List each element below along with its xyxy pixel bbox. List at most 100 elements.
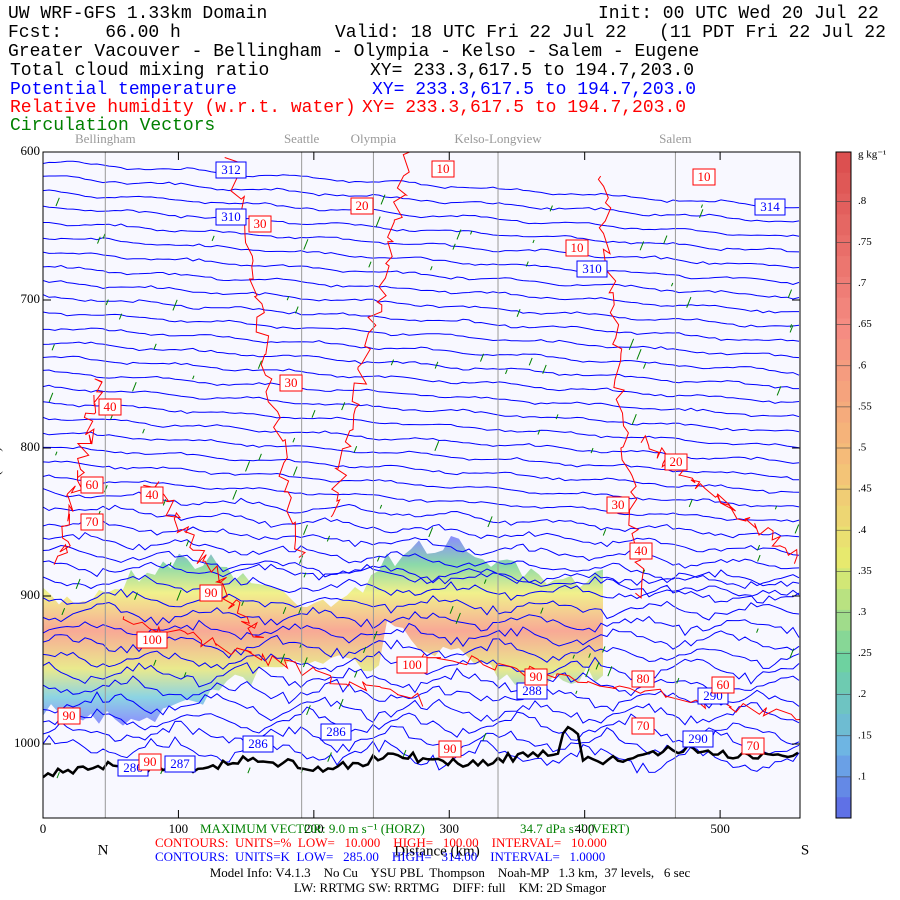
contour-label-box: [215, 208, 247, 226]
circulation-vector: [142, 428, 145, 434]
colorbar-band: [836, 256, 851, 278]
field-xy: XY= 233.3,617.5 to 194.7,203.0: [362, 98, 686, 118]
x-tick-label: 100: [169, 821, 189, 836]
circulation-vector: [787, 289, 793, 299]
colorbar-tick-label: .7: [858, 277, 867, 289]
contour-label-box: [98, 398, 122, 416]
circulation-vector: [293, 466, 298, 476]
colorbar-tick-label: .8: [858, 195, 867, 207]
circulation-vector: [794, 524, 800, 534]
north-label: N: [98, 842, 109, 858]
contour-label-box: [631, 670, 655, 688]
circulation-vector: [286, 296, 290, 301]
x-tick-label: 0: [40, 821, 47, 836]
circulation-vector: [298, 607, 302, 614]
circulation-vector: [572, 654, 575, 659]
circulation-vector: [97, 236, 101, 244]
contour-label-box: [438, 740, 462, 758]
circulation-vector: [153, 343, 157, 350]
circulation-vector: [75, 578, 81, 590]
circulation-vector: [789, 648, 795, 659]
circulation-vector: [452, 243, 456, 250]
circulation-vector: [528, 357, 533, 366]
colorbar-band: [836, 172, 851, 195]
circulation-vector: [327, 752, 332, 762]
footer-text: Model Info: V4.1.3 No Cu YSU PBL Thompso…: [210, 865, 691, 880]
circulation-vector: [628, 338, 635, 350]
contour-label-box: [80, 476, 104, 494]
rh-contour: [597, 175, 645, 599]
colorbar-tick-label: .65: [858, 318, 872, 330]
circulation-vector: [362, 646, 367, 653]
contour-label-box: [80, 513, 104, 531]
circulation-vector: [390, 359, 395, 366]
contour-label-box: [350, 197, 374, 215]
theta-contour: [43, 734, 800, 774]
circulation-vector: [306, 705, 311, 715]
circulation-vector: [258, 453, 262, 461]
footer-text: 34.7 dPa s⁻¹ (VERT): [520, 821, 630, 836]
theta-contour: [43, 619, 800, 652]
y-tick-label: 900: [21, 587, 41, 602]
colorbar-band: [836, 235, 851, 257]
contour-label: 312: [221, 162, 241, 177]
circulation-vector: [105, 299, 109, 306]
field-name: Total cloud mixing ratio: [10, 61, 269, 81]
contour-label: 10: [698, 169, 711, 184]
forecast-hour: Fcst: 66.00 h: [8, 23, 181, 43]
circulation-vector: [303, 239, 309, 250]
contour-label-box: [279, 374, 303, 392]
contour-label: 314: [760, 199, 780, 214]
contour-label: 70: [747, 738, 760, 753]
theta-contour: [43, 160, 800, 209]
valid-time: Valid: 18 UTC Fri 22 Jul 22 (11 PDT Fri …: [335, 23, 900, 43]
colorbar-band: [836, 609, 851, 632]
circulation-vector: [789, 325, 794, 333]
theta-contour: [43, 327, 800, 376]
y-axis-label: Pressure (hPa): [0, 447, 3, 522]
contour-label-box: [320, 723, 352, 741]
x-tick-label: 200: [304, 821, 324, 836]
colorbar-band: [836, 526, 851, 548]
field-name: Circulation Vectors: [10, 116, 215, 136]
footer-text: MAXIMUM VECTOR: 9.0 m s⁻¹ (HORZ): [200, 821, 425, 836]
contour-label: 90: [530, 669, 543, 684]
colorbar-tick-label: .15: [858, 729, 872, 741]
circulation-vector: [776, 386, 782, 396]
contour-label: 90: [63, 708, 76, 723]
circulation-vector: [479, 353, 485, 362]
theta-contour: [43, 189, 800, 237]
circulation-vector: [282, 607, 287, 615]
circulation-vector: [326, 535, 331, 542]
x-axis-label: Distance (km): [394, 843, 479, 859]
circulation-vector: [245, 461, 251, 472]
circulation-vector: [756, 628, 759, 633]
circulation-vector: [470, 230, 473, 235]
circulation-vector: [402, 749, 407, 758]
y-tick-label: 1000: [14, 735, 40, 750]
title: UW WRF-GFS 1.33km Domain: [8, 4, 267, 24]
colorbar-label: g kg⁻¹: [858, 149, 886, 161]
contour-label: 60: [717, 677, 730, 692]
contour-label-box: [57, 707, 81, 725]
circulation-vector: [118, 313, 123, 320]
theta-contour: [43, 401, 800, 449]
colorbar-band: [836, 297, 851, 319]
circulation-vector: [299, 555, 304, 564]
contour-label-box: [140, 486, 164, 504]
x-tick-label: 500: [710, 821, 730, 836]
circulation-vector: [376, 556, 380, 562]
circulation-vector: [588, 653, 591, 658]
contour-label-box: [682, 730, 714, 748]
colorbar-band: [836, 464, 851, 486]
colorbar-band: [836, 422, 851, 444]
contour-label-box: [664, 453, 688, 471]
contour-label: 30: [285, 375, 298, 390]
colorbar-tick-label: .75: [858, 236, 872, 248]
circulation-vector: [169, 562, 172, 566]
circulation-vector: [132, 382, 137, 392]
place-label: Salem: [659, 131, 692, 146]
circulation-vector: [505, 369, 508, 375]
